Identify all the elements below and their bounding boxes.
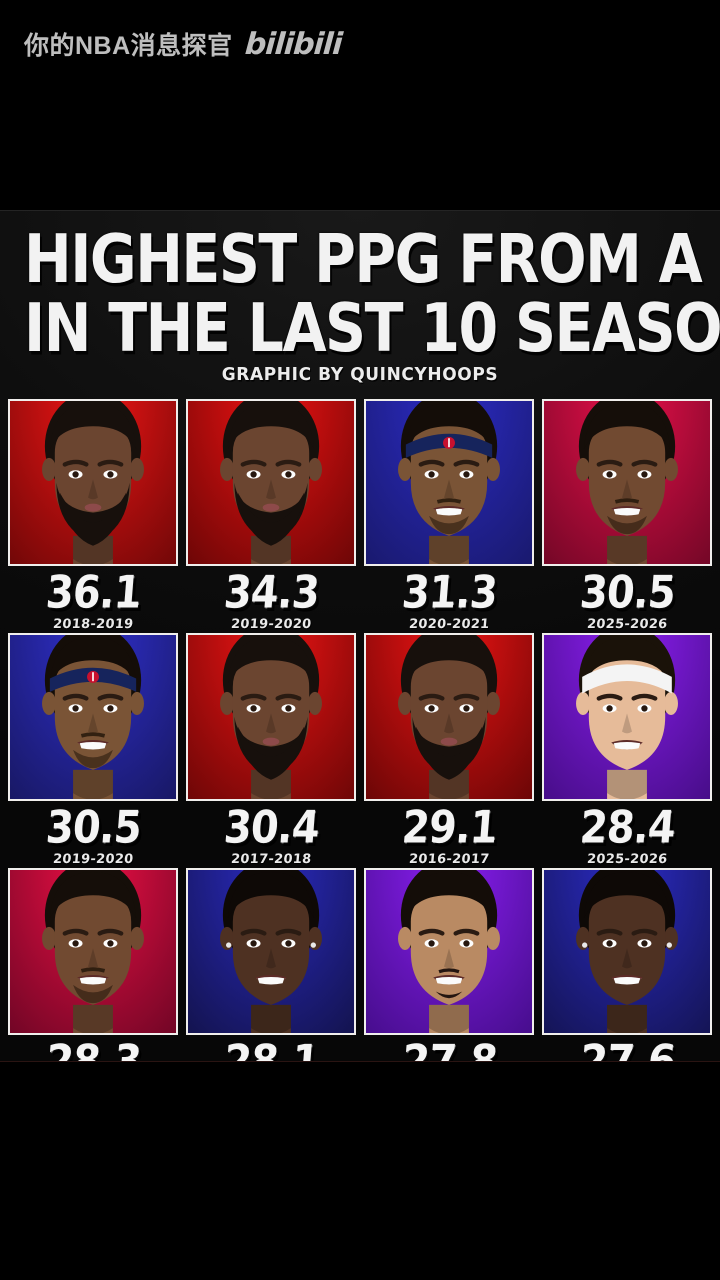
player-portrait-james-harden-icon [188,401,354,565]
player-portrait-bradley-beal-icon [10,635,176,799]
season-label: 2025-2026 [586,851,668,867]
player-card: 28.4 2025-2026 [538,633,716,867]
player-card: 27.8 2022-2023 [360,867,538,1061]
ppg-value: 31.3 [399,567,499,620]
ppg-value: 34.3 [221,567,321,620]
player-portrait-frame [8,399,178,567]
player-portrait-frame [8,867,178,1036]
ppg-value: 29.1 [399,802,499,854]
player-stat-block: 34.3 2019-2020 [186,567,356,633]
graphic-header: HIGHEST PPG FROM A SG IN THE LAST 10 SEA… [0,211,720,386]
player-portrait-anthony-edwards-icon [188,869,354,1034]
ppg-value: 28.3 [44,1037,143,1061]
player-portrait-frame [364,633,534,801]
player-portrait-frame [364,867,534,1036]
season-label: 2020-2021 [408,617,490,633]
player-portrait-frame [542,633,712,801]
ppg-value: 28.4 [577,802,677,854]
ppg-value: 30.5 [43,802,143,854]
player-card: 36.1 2018-2019 [4,399,182,633]
player-card: 30.4 2017-2018 [182,633,360,867]
player-stat-block: 29.1 2016-2017 [364,802,534,868]
player-card: 28.3 2022-2023 [4,867,182,1061]
player-card: 31.3 2020-2021 [360,399,538,633]
ppg-value: 36.1 [43,567,143,620]
player-stat-block: 27.8 2022-2023 [364,1037,534,1061]
bilibili-watermark: 你的NBA消息探官 bilibili [24,26,343,62]
season-label: 2016-2017 [408,851,490,867]
ppg-value: 27.8 [400,1037,499,1061]
graphic-credit: GRAPHIC BY QUINCYHOOPS [221,364,499,386]
player-card: 28.1 2025-2026 [182,867,360,1061]
player-portrait-james-harden-icon [188,635,354,799]
player-portrait-james-harden-icon [366,635,532,799]
player-portrait-frame [542,867,712,1036]
player-card-grid: 36.1 2018-2019 [0,399,720,1061]
season-label: 2017-2018 [230,851,312,867]
season-label: 2019-2020 [52,851,134,867]
player-card: 30.5 2019-2020 [4,633,182,867]
bilibili-logo-icon: bilibili [243,26,343,62]
player-portrait-bradley-beal-icon [366,401,532,565]
player-portrait-frame [186,633,356,801]
player-portrait-donovan-mitchell-icon [10,869,176,1034]
player-stat-block: 28.1 2025-2026 [186,1037,356,1061]
season-label: 2019-2020 [230,617,312,633]
player-card: 30.5 2025-2026 [538,399,716,633]
page-title-line-2: IN THE LAST 10 SEASONS [24,290,720,369]
player-portrait-james-harden-icon [10,401,176,565]
player-card: 29.1 2016-2017 [360,633,538,867]
player-portrait-frame [542,399,712,567]
player-stat-block: 28.4 2025-2026 [542,802,712,868]
graphic-panel: HIGHEST PPG FROM A SG IN THE LAST 10 SEA… [0,210,720,1062]
watermark-channel-name: 你的NBA消息探官 [24,32,233,60]
ppg-value: 30.4 [221,802,321,854]
player-card: 34.3 2019-2020 [182,399,360,633]
player-portrait-frame [186,399,356,567]
player-portrait-donovan-mitchell-icon [544,401,710,565]
season-label: 2018-2019 [52,617,134,633]
season-label: 2025-2026 [586,617,668,633]
player-card: 27.6 2024-2025 [538,867,716,1061]
player-stat-block: 27.6 2024-2025 [542,1037,712,1061]
player-stat-block: 28.3 2022-2023 [8,1037,178,1061]
ppg-value: 28.1 [222,1037,321,1061]
ppg-value: 27.6 [578,1037,677,1061]
player-stat-block: 36.1 2018-2019 [8,567,178,633]
player-portrait-devin-booker-icon [366,869,532,1034]
page-title-line-1: HIGHEST PPG FROM A SG [24,220,720,299]
player-stat-block: 31.3 2020-2021 [364,567,534,633]
player-stat-block: 30.5 2025-2026 [542,567,712,633]
player-stat-block: 30.4 2017-2018 [186,802,356,868]
ppg-value: 30.5 [577,567,677,620]
player-portrait-frame [8,633,178,801]
player-portrait-devin-booker-young-icon [544,635,710,799]
player-portrait-anthony-edwards-icon [544,869,710,1034]
player-stat-block: 30.5 2019-2020 [8,802,178,868]
player-portrait-frame [186,867,356,1036]
player-portrait-frame [364,399,534,567]
